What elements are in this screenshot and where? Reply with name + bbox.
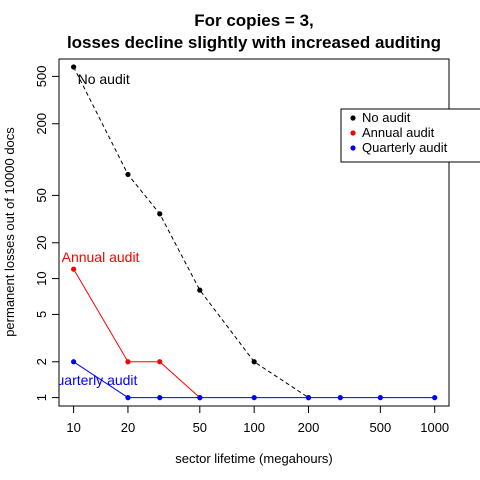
x-tick-label: 1000 (420, 420, 449, 435)
x-axis: 10 20 50 100 200 500 1000 (66, 405, 449, 435)
y-tick-label: 20 (34, 236, 49, 250)
legend-marker (350, 115, 356, 121)
data-point (71, 359, 77, 365)
data-point (197, 395, 203, 401)
data-point (251, 395, 257, 401)
data-point (71, 266, 77, 272)
y-tick-label: 10 (34, 271, 49, 285)
legend-entry: Annual audit (362, 125, 435, 140)
x-tick-label: 100 (243, 420, 265, 435)
x-axis-title: sector lifetime (megahours) (175, 451, 333, 466)
y-tick-label: 500 (34, 66, 49, 88)
legend-box (340, 108, 480, 163)
y-axis: 1 2 5 10 20 50 200 500 (34, 66, 60, 401)
x-tick-label: 10 (66, 420, 80, 435)
legend-marker (350, 145, 356, 151)
data-point (251, 359, 257, 365)
y-tick-label: 1 (34, 394, 49, 401)
data-point (432, 395, 438, 401)
chart-title-line2: losses decline slightly with increased a… (67, 33, 441, 52)
y-tick-label: 5 (34, 311, 49, 318)
data-point (125, 171, 131, 178)
data-point (71, 64, 77, 70)
data-point (197, 287, 203, 293)
y-axis-title: permanent losses out of 10000 docs (2, 127, 17, 337)
data-point (157, 395, 163, 401)
y-tick-label: 2 (34, 358, 49, 365)
series-annotation: Annual audit (62, 249, 140, 265)
series-line (73, 66, 309, 399)
x-tick-label: 500 (370, 420, 392, 435)
data-point (377, 395, 383, 401)
x-tick-label: 200 (298, 420, 320, 435)
y-tick-label: 200 (34, 113, 49, 135)
x-tick-label: 50 (193, 420, 207, 435)
chart-title-line1: For copies = 3, (194, 11, 314, 30)
series-line (73, 268, 201, 398)
legend-entry: No audit (362, 110, 411, 125)
data-point (157, 359, 163, 365)
data-point (305, 395, 312, 401)
data-point (125, 359, 131, 365)
legend-marker (350, 130, 356, 136)
data-point (125, 395, 131, 401)
y-tick-label: 50 (34, 188, 49, 202)
series-annotation: No audit (78, 71, 130, 87)
data-point (337, 395, 343, 401)
legend-entry: Quarterly audit (362, 140, 448, 155)
x-tick-label: 20 (121, 420, 135, 435)
series-annotation: Quarterly audit (46, 372, 138, 388)
data-point (157, 211, 163, 217)
